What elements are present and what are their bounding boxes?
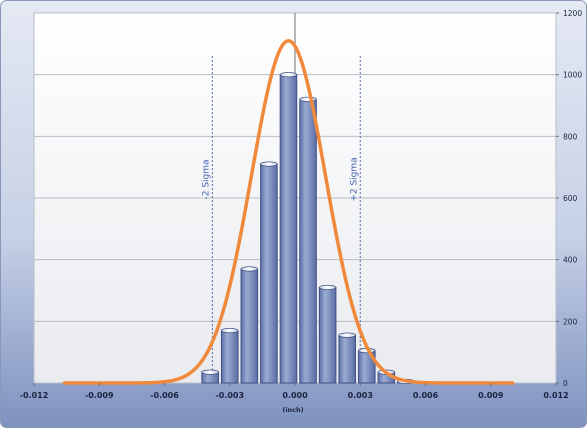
x-tick-label: -0.003 xyxy=(215,391,244,400)
x-tick-label: -0.012 xyxy=(20,391,49,400)
x-tick-label: 0.000 xyxy=(282,391,308,400)
histogram-bar-cap xyxy=(338,332,356,338)
sigma-label: -2 Sigma xyxy=(201,159,211,199)
histogram-bar-cap xyxy=(279,72,298,78)
y-tick-label: 800 xyxy=(563,132,578,141)
y-axis-tick-labels: 0 200 400 600 800 1000 1200 xyxy=(556,9,582,388)
y-tick-label: 1000 xyxy=(563,71,582,80)
histogram-bar xyxy=(299,98,317,384)
x-axis-label: (inch) xyxy=(282,406,303,414)
histogram-bar-cap xyxy=(260,161,278,167)
histogram-bar xyxy=(279,74,298,384)
histogram-bars xyxy=(201,72,415,385)
histogram-bar xyxy=(240,268,259,384)
y-tick-label: 200 xyxy=(563,317,578,326)
histogram-bar-cap xyxy=(201,369,219,375)
sigma-label: +2 Sigma xyxy=(349,157,359,201)
histogram-bar xyxy=(260,163,278,384)
x-tick-label: -0.006 xyxy=(150,391,179,400)
histogram-bar xyxy=(220,330,239,384)
histogram-bar-cap xyxy=(240,266,259,272)
histogram-bar-cap xyxy=(221,327,239,334)
x-tick-label: 0.012 xyxy=(543,391,568,400)
x-tick-label: 0.006 xyxy=(413,391,439,400)
y-tick-label: 0 xyxy=(563,379,568,388)
y-tick-label: 1200 xyxy=(563,9,582,18)
histogram-bar-cap xyxy=(318,284,337,291)
y-tick-label: 600 xyxy=(563,194,578,203)
normal-fit-curve xyxy=(62,39,515,385)
histogram-bar xyxy=(318,286,337,384)
x-tick-label: 0.003 xyxy=(348,391,373,400)
histogram-bar xyxy=(338,334,356,384)
x-axis-tick-labels: -0.012 -0.009 -0.006 -0.003 0.000 0.003 0.006 0… xyxy=(20,383,569,400)
histogram-bar-cap xyxy=(299,96,317,102)
x-tick-label: -0.009 xyxy=(85,391,114,400)
y-tick-label: 400 xyxy=(563,256,578,265)
x-tick-label: 0.009 xyxy=(478,391,504,400)
